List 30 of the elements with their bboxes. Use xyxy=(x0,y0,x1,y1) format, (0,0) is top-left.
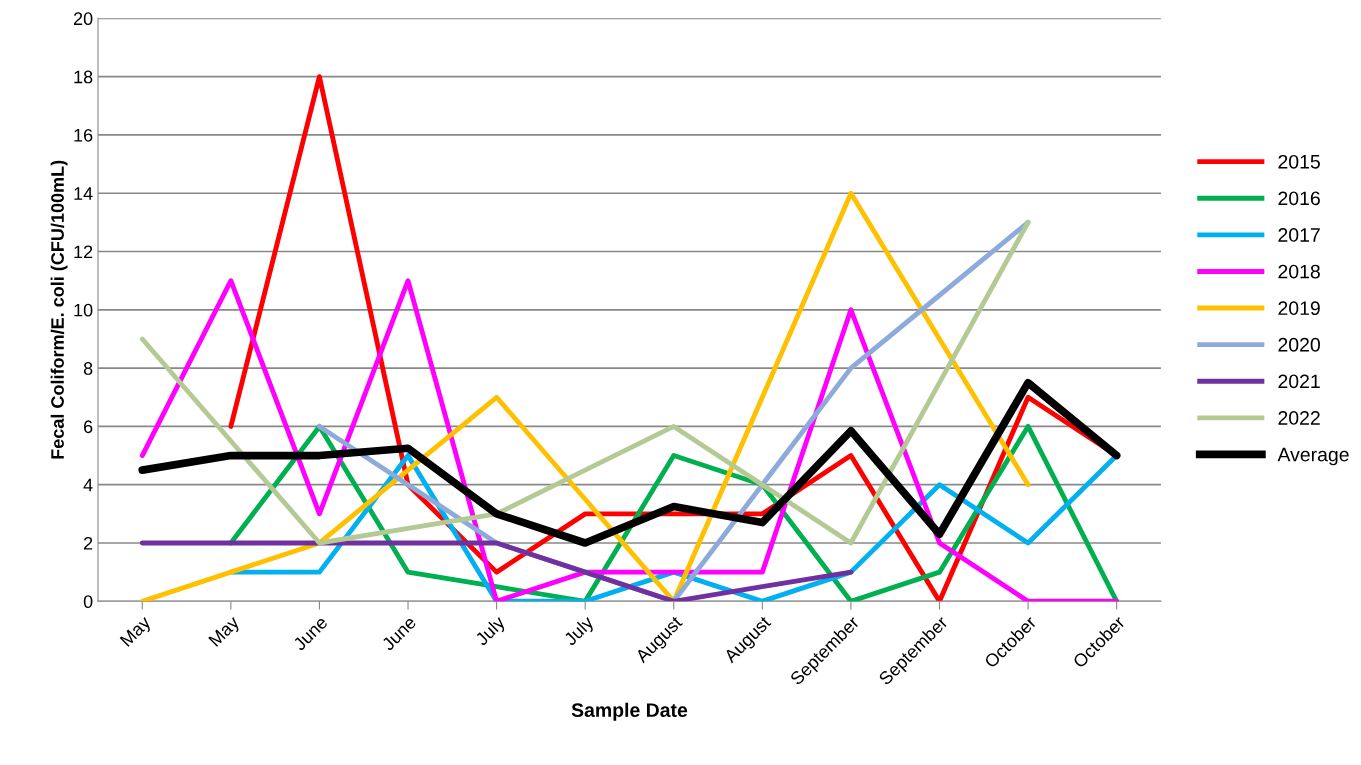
y-tick-label: 20 xyxy=(73,12,93,26)
y-tick-label: 4 xyxy=(83,478,93,492)
x-tick-label: July xyxy=(562,614,598,649)
line-series xyxy=(139,190,1031,602)
y-tick-label: 18 xyxy=(74,70,93,84)
y-tick-label: 16 xyxy=(74,128,93,142)
y-tick-label: 0 xyxy=(83,595,93,609)
x-tick-label: May xyxy=(208,614,243,650)
y-tick-label: 10 xyxy=(74,303,93,317)
x-tick-label: July xyxy=(474,614,509,649)
y-tick-label: 14 xyxy=(74,187,93,200)
line-series xyxy=(139,278,1120,602)
legend-label: 2020 xyxy=(1278,337,1320,352)
y-axis-title: Fecal Coliform/E. coli (CFU/100mL) xyxy=(50,160,68,459)
y-tick-label: 12 xyxy=(74,245,93,259)
x-axis-title: Sample Date xyxy=(571,702,688,721)
y-tick-label: 2 xyxy=(84,536,93,550)
y-tick-label: 8 xyxy=(83,362,93,375)
legend-label: 2022 xyxy=(1278,411,1320,425)
legend-label: 2019 xyxy=(1278,301,1320,316)
legend-label: 2017 xyxy=(1278,228,1320,242)
x-tick-label: May xyxy=(119,614,155,650)
legend-label: Average xyxy=(1277,447,1349,466)
y-tick-label: 6 xyxy=(84,420,93,434)
legend-label: 2016 xyxy=(1278,191,1320,206)
legend-label: 2021 xyxy=(1278,374,1320,389)
legend-label: 2015 xyxy=(1278,154,1320,169)
line-series xyxy=(139,219,1031,546)
legend-label: 2018 xyxy=(1278,264,1320,279)
line-series xyxy=(139,540,854,602)
